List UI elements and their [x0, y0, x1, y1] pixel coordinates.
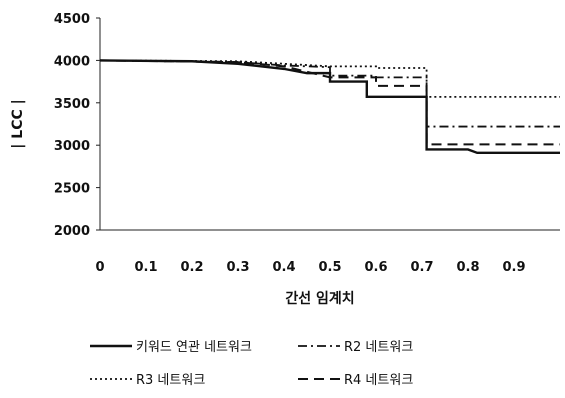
- x-tick-label: 0.7: [410, 260, 433, 275]
- x-tick-label: 0: [95, 260, 104, 275]
- x-tick-label: 0.2: [180, 260, 203, 275]
- series-line-4: [99, 59, 560, 146]
- y-axis-title: | LCC |: [10, 99, 26, 148]
- series-line-2: [99, 59, 560, 128]
- legend-entry: R3 네트워크: [90, 373, 205, 388]
- x-tick-label: 0.8: [456, 260, 479, 275]
- legend-label: R2 네트워크: [344, 340, 413, 355]
- y-tick-label: 4500: [54, 12, 90, 27]
- x-tick-label: 0.1: [134, 260, 157, 275]
- y-tick-label: 3000: [54, 139, 90, 154]
- y-tick-label: 4000: [54, 54, 90, 69]
- x-tick-label: 0.9: [502, 260, 525, 275]
- x-tick-label: 0.6: [364, 260, 387, 275]
- legend-entry: 키워드 연관 네트워크: [90, 340, 252, 355]
- legend-entry: R2 네트워크: [298, 340, 413, 355]
- x-tick-label: 0.5: [318, 260, 341, 275]
- x-axis-title: 간선 임계치: [285, 290, 354, 307]
- legend-label: 키워드 연관 네트워크: [136, 340, 252, 355]
- y-tick-label: 2500: [54, 182, 90, 197]
- x-tick-label: 0.3: [226, 260, 249, 275]
- legend-label: R3 네트워크: [136, 373, 205, 388]
- y-tick-label: 2000: [54, 224, 90, 239]
- legend-label: R4 네트워크: [344, 373, 413, 388]
- x-tick-label: 0.4: [272, 260, 295, 275]
- series-line-1: [99, 59, 560, 155]
- legend-entry: R4 네트워크: [298, 373, 413, 388]
- y-tick-label: 3500: [54, 97, 90, 112]
- series-line-3: [99, 59, 560, 98]
